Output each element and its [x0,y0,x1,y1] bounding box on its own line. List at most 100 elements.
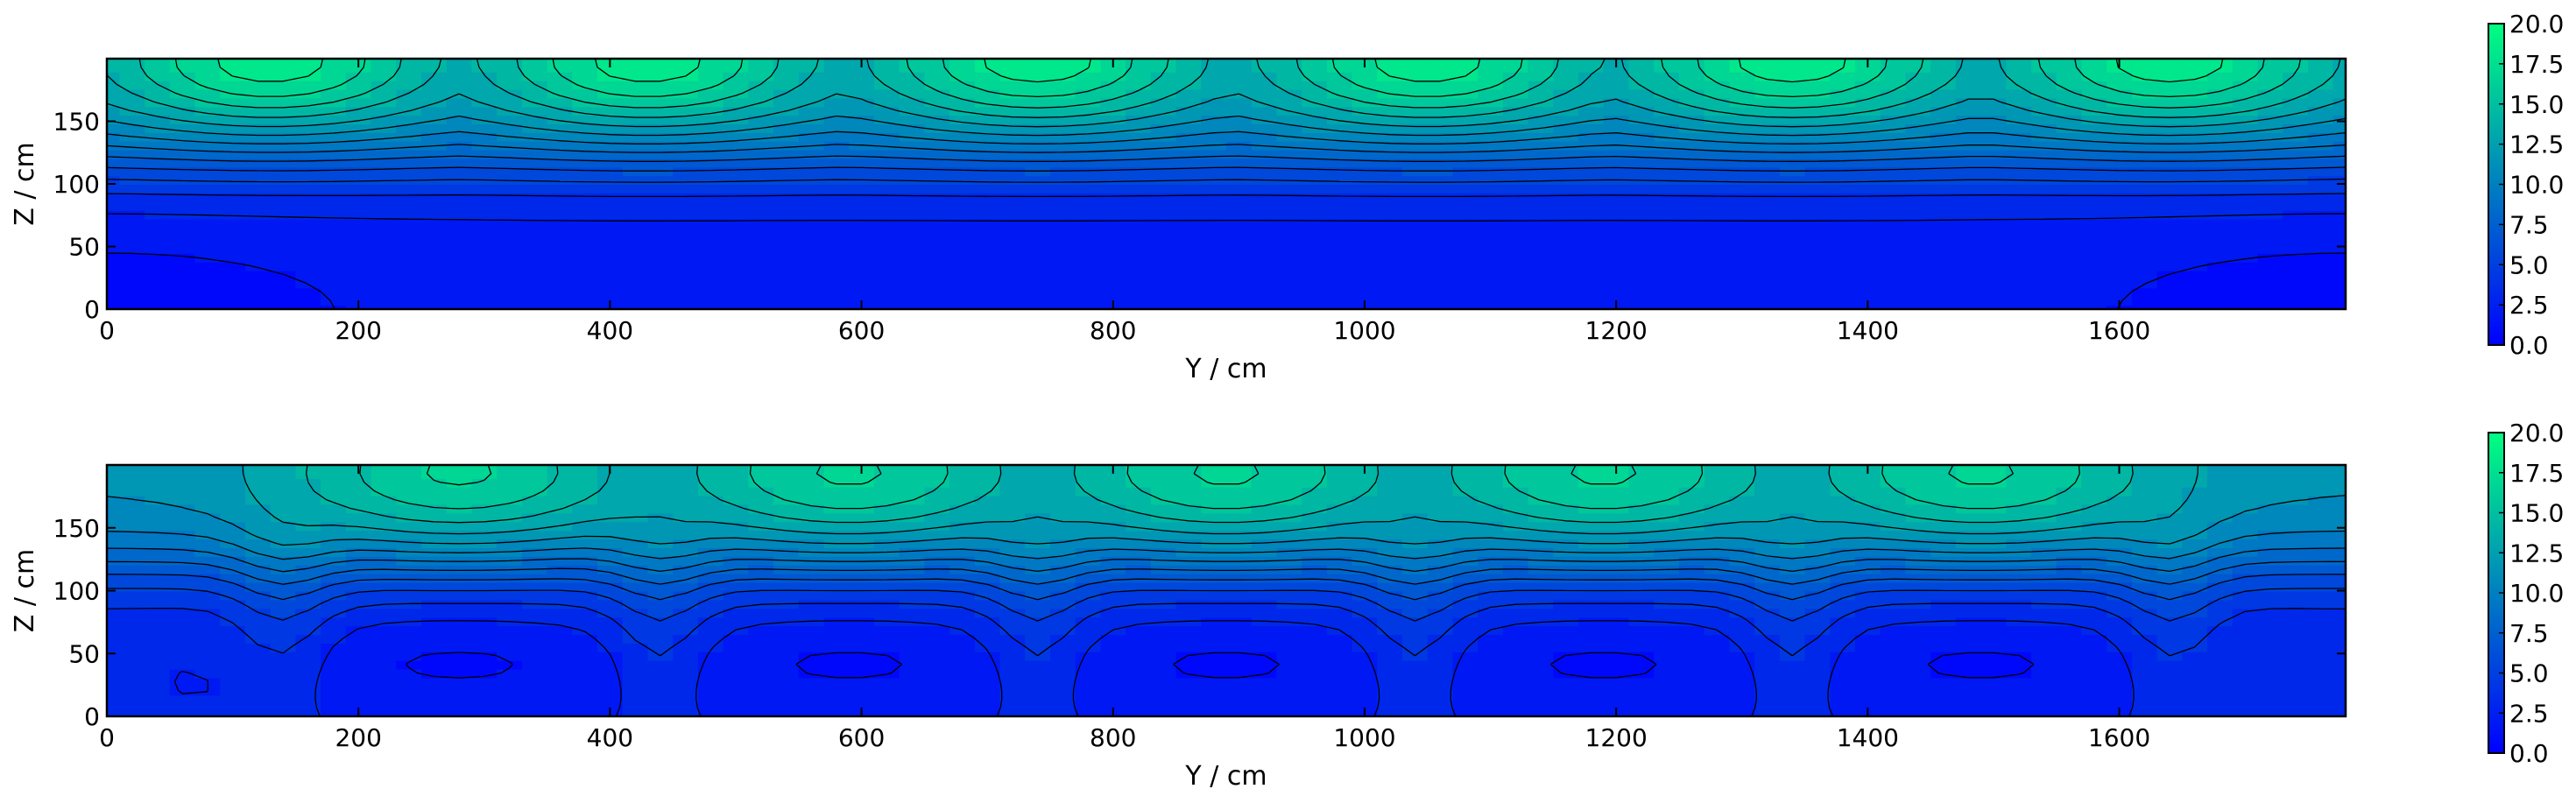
contour-cell [245,201,272,211]
contour-cell [2307,140,2334,151]
contour-cell [999,590,1027,601]
contour-cell [1050,106,1076,116]
contour-cell [647,278,674,289]
contour-cell [1126,573,1152,583]
contour-cell [622,184,649,194]
contour-cell [1427,59,1454,64]
contour-cell [673,97,699,108]
contour-cell [295,106,322,116]
contour-cell [1175,123,1203,133]
contour-cell [1377,512,1403,523]
contour-cell [1553,166,1579,177]
contour-cell [1478,218,1504,229]
contour-cell [2006,192,2032,202]
contour-cell [1478,62,1504,73]
contour-cell [647,642,674,652]
contour-cell [1126,530,1152,540]
contour-cell [974,236,1001,246]
contour-cell [119,59,146,64]
contour-cell [1754,252,1781,263]
contour-cell [1251,244,1278,254]
contour-cell [2107,547,2133,557]
contour-cell [1628,608,1655,618]
contour-cell [823,686,850,696]
contour-cell [446,218,473,229]
contour-cell [2131,599,2158,609]
contour-cell [1251,123,1278,133]
contour-cell [2056,677,2083,687]
contour-cell [169,97,196,108]
contour-cell [1427,184,1454,194]
contour-cell [673,123,699,133]
contour-cell [421,59,448,64]
contour-cell [723,88,750,99]
contour-cell [2207,634,2234,644]
contour-cell [1578,184,1605,194]
contour-cell [1150,252,1177,263]
contour-cell [1804,218,1831,229]
contour-cell [1855,642,1881,652]
contour-cell [1930,296,1957,306]
contour-cell [773,659,800,670]
contour-line [107,252,2346,309]
contour-cell [748,209,774,220]
contour-cell [270,62,297,73]
contour-cell [371,62,398,73]
contour-cell [145,270,171,280]
contour-cell [446,634,473,644]
contour-cell [1729,668,1756,679]
contour-cell [1578,209,1605,220]
contour-cell [949,115,976,124]
contour-cell [396,686,422,696]
contour-cell [2156,59,2184,64]
contour-cell [1830,555,1856,566]
contour-cell [145,97,171,108]
contour-cell [1578,703,1605,714]
contour-cell [194,694,222,705]
contour-cell [1628,668,1655,679]
contour-cell [2107,80,2133,90]
contour-cell [1226,252,1253,263]
contour-cell [169,270,196,280]
contour-cell [245,149,272,159]
contour-cell [1905,166,1932,177]
contour-cell [2131,547,2158,557]
contour-cell [1427,659,1454,670]
contour-cell [446,616,473,627]
contour-cell [2307,296,2334,306]
contour-cell [873,166,900,177]
contour-cell [2031,97,2057,108]
contour-cell [295,573,322,583]
contour-cell [1578,252,1605,263]
contour-cell [572,115,598,124]
contour-cell [1075,123,1102,133]
contour-cell [1930,608,1957,618]
contour-cell [1578,59,1605,64]
contour-cell [2081,261,2108,271]
contour-cell [521,608,548,618]
contour-cell [1578,555,1605,566]
contour-cell [798,97,825,108]
contour-cell [2156,80,2184,90]
contour-cell [823,192,850,202]
contour-cell [521,547,548,557]
contour-cell [2333,599,2346,609]
contour-cell [107,236,121,246]
contour-cell [220,521,246,532]
contour-cell [1352,581,1379,592]
contour-cell [2283,659,2309,670]
contour-cell [1025,581,1051,592]
contour-cell [748,296,774,306]
contour-cell [1050,80,1076,90]
contour-cell [1578,227,1605,237]
contour-cell [1930,590,1957,601]
contour-cell [345,227,372,237]
contour-cell [2081,659,2108,670]
contour-cell [697,166,724,177]
contour-cell [1326,651,1353,661]
contour-cell [2207,192,2234,202]
contour-cell [974,564,1001,574]
contour-cell [1980,616,2008,627]
contour-cell [899,659,926,670]
contour-cell [873,642,900,652]
